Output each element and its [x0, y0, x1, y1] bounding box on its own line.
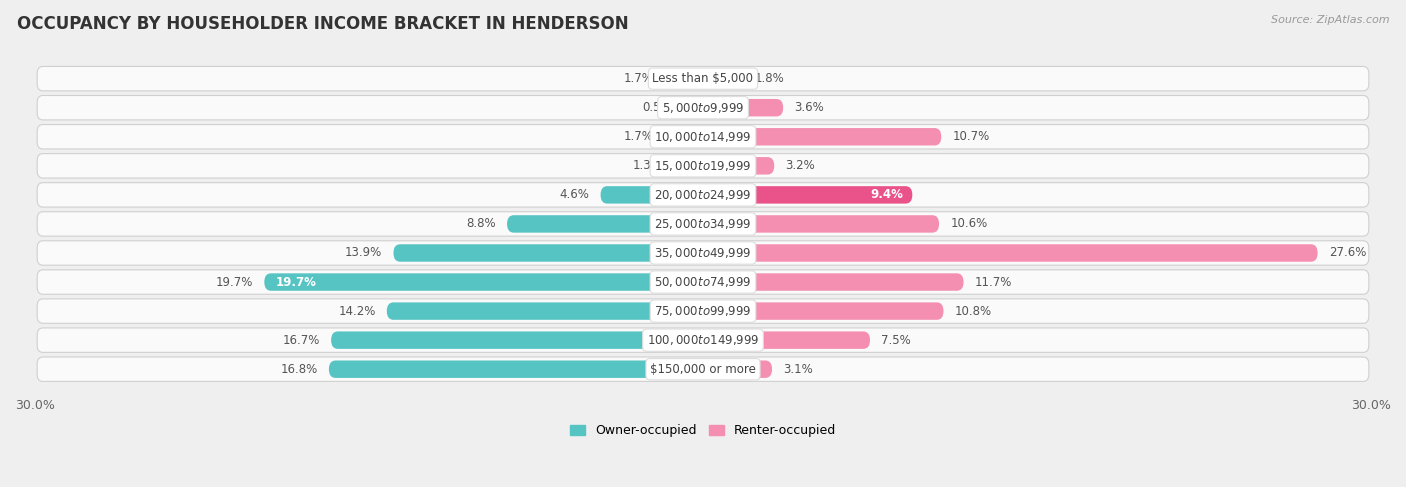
Text: $100,000 to $149,999: $100,000 to $149,999 — [647, 333, 759, 347]
Text: $15,000 to $19,999: $15,000 to $19,999 — [654, 159, 752, 173]
Text: $5,000 to $9,999: $5,000 to $9,999 — [662, 101, 744, 115]
FancyBboxPatch shape — [703, 244, 1317, 262]
Legend: Owner-occupied, Renter-occupied: Owner-occupied, Renter-occupied — [565, 419, 841, 442]
FancyBboxPatch shape — [37, 125, 1369, 149]
FancyBboxPatch shape — [264, 273, 703, 291]
Text: $75,000 to $99,999: $75,000 to $99,999 — [654, 304, 752, 318]
FancyBboxPatch shape — [394, 244, 703, 262]
Text: OCCUPANCY BY HOUSEHOLDER INCOME BRACKET IN HENDERSON: OCCUPANCY BY HOUSEHOLDER INCOME BRACKET … — [17, 15, 628, 33]
Text: 4.6%: 4.6% — [560, 188, 589, 202]
Text: 27.6%: 27.6% — [1329, 246, 1367, 260]
FancyBboxPatch shape — [329, 360, 703, 378]
Text: 1.3%: 1.3% — [633, 159, 662, 172]
Text: $10,000 to $14,999: $10,000 to $14,999 — [654, 130, 752, 144]
Text: 14.2%: 14.2% — [339, 304, 375, 318]
FancyBboxPatch shape — [37, 299, 1369, 323]
FancyBboxPatch shape — [673, 157, 703, 174]
FancyBboxPatch shape — [330, 332, 703, 349]
Text: 10.6%: 10.6% — [950, 217, 987, 230]
FancyBboxPatch shape — [703, 99, 783, 116]
Text: $150,000 or more: $150,000 or more — [650, 363, 756, 375]
Text: 1.8%: 1.8% — [754, 72, 785, 85]
Text: 13.9%: 13.9% — [344, 246, 382, 260]
Text: 7.5%: 7.5% — [882, 334, 911, 347]
Text: 0.58%: 0.58% — [643, 101, 679, 114]
FancyBboxPatch shape — [37, 66, 1369, 91]
Text: 8.8%: 8.8% — [467, 217, 496, 230]
Text: 10.8%: 10.8% — [955, 304, 991, 318]
Text: $25,000 to $34,999: $25,000 to $34,999 — [654, 217, 752, 231]
Text: 16.8%: 16.8% — [281, 363, 318, 375]
FancyBboxPatch shape — [387, 302, 703, 320]
FancyBboxPatch shape — [703, 215, 939, 233]
FancyBboxPatch shape — [508, 215, 703, 233]
Text: $35,000 to $49,999: $35,000 to $49,999 — [654, 246, 752, 260]
Text: 19.7%: 19.7% — [276, 276, 316, 288]
FancyBboxPatch shape — [703, 128, 941, 146]
FancyBboxPatch shape — [37, 95, 1369, 120]
Text: 3.6%: 3.6% — [794, 101, 824, 114]
Text: 1.7%: 1.7% — [624, 72, 654, 85]
FancyBboxPatch shape — [37, 328, 1369, 353]
Text: Source: ZipAtlas.com: Source: ZipAtlas.com — [1271, 15, 1389, 25]
FancyBboxPatch shape — [37, 270, 1369, 294]
FancyBboxPatch shape — [600, 186, 703, 204]
Text: $50,000 to $74,999: $50,000 to $74,999 — [654, 275, 752, 289]
Text: 16.7%: 16.7% — [283, 334, 321, 347]
Text: 3.1%: 3.1% — [783, 363, 813, 375]
FancyBboxPatch shape — [37, 357, 1369, 381]
FancyBboxPatch shape — [703, 273, 963, 291]
FancyBboxPatch shape — [703, 302, 943, 320]
FancyBboxPatch shape — [37, 183, 1369, 207]
Text: 9.4%: 9.4% — [870, 188, 904, 202]
Text: Less than $5,000: Less than $5,000 — [652, 72, 754, 85]
FancyBboxPatch shape — [703, 70, 744, 87]
FancyBboxPatch shape — [690, 99, 703, 116]
FancyBboxPatch shape — [703, 186, 912, 204]
Text: 10.7%: 10.7% — [952, 130, 990, 143]
FancyBboxPatch shape — [37, 241, 1369, 265]
FancyBboxPatch shape — [703, 332, 870, 349]
FancyBboxPatch shape — [665, 128, 703, 146]
Text: 1.7%: 1.7% — [624, 130, 654, 143]
FancyBboxPatch shape — [37, 212, 1369, 236]
Text: 19.7%: 19.7% — [215, 276, 253, 288]
Text: 11.7%: 11.7% — [974, 276, 1012, 288]
Text: $20,000 to $24,999: $20,000 to $24,999 — [654, 188, 752, 202]
Text: 3.2%: 3.2% — [786, 159, 815, 172]
FancyBboxPatch shape — [703, 360, 772, 378]
FancyBboxPatch shape — [37, 153, 1369, 178]
FancyBboxPatch shape — [665, 70, 703, 87]
FancyBboxPatch shape — [703, 157, 775, 174]
